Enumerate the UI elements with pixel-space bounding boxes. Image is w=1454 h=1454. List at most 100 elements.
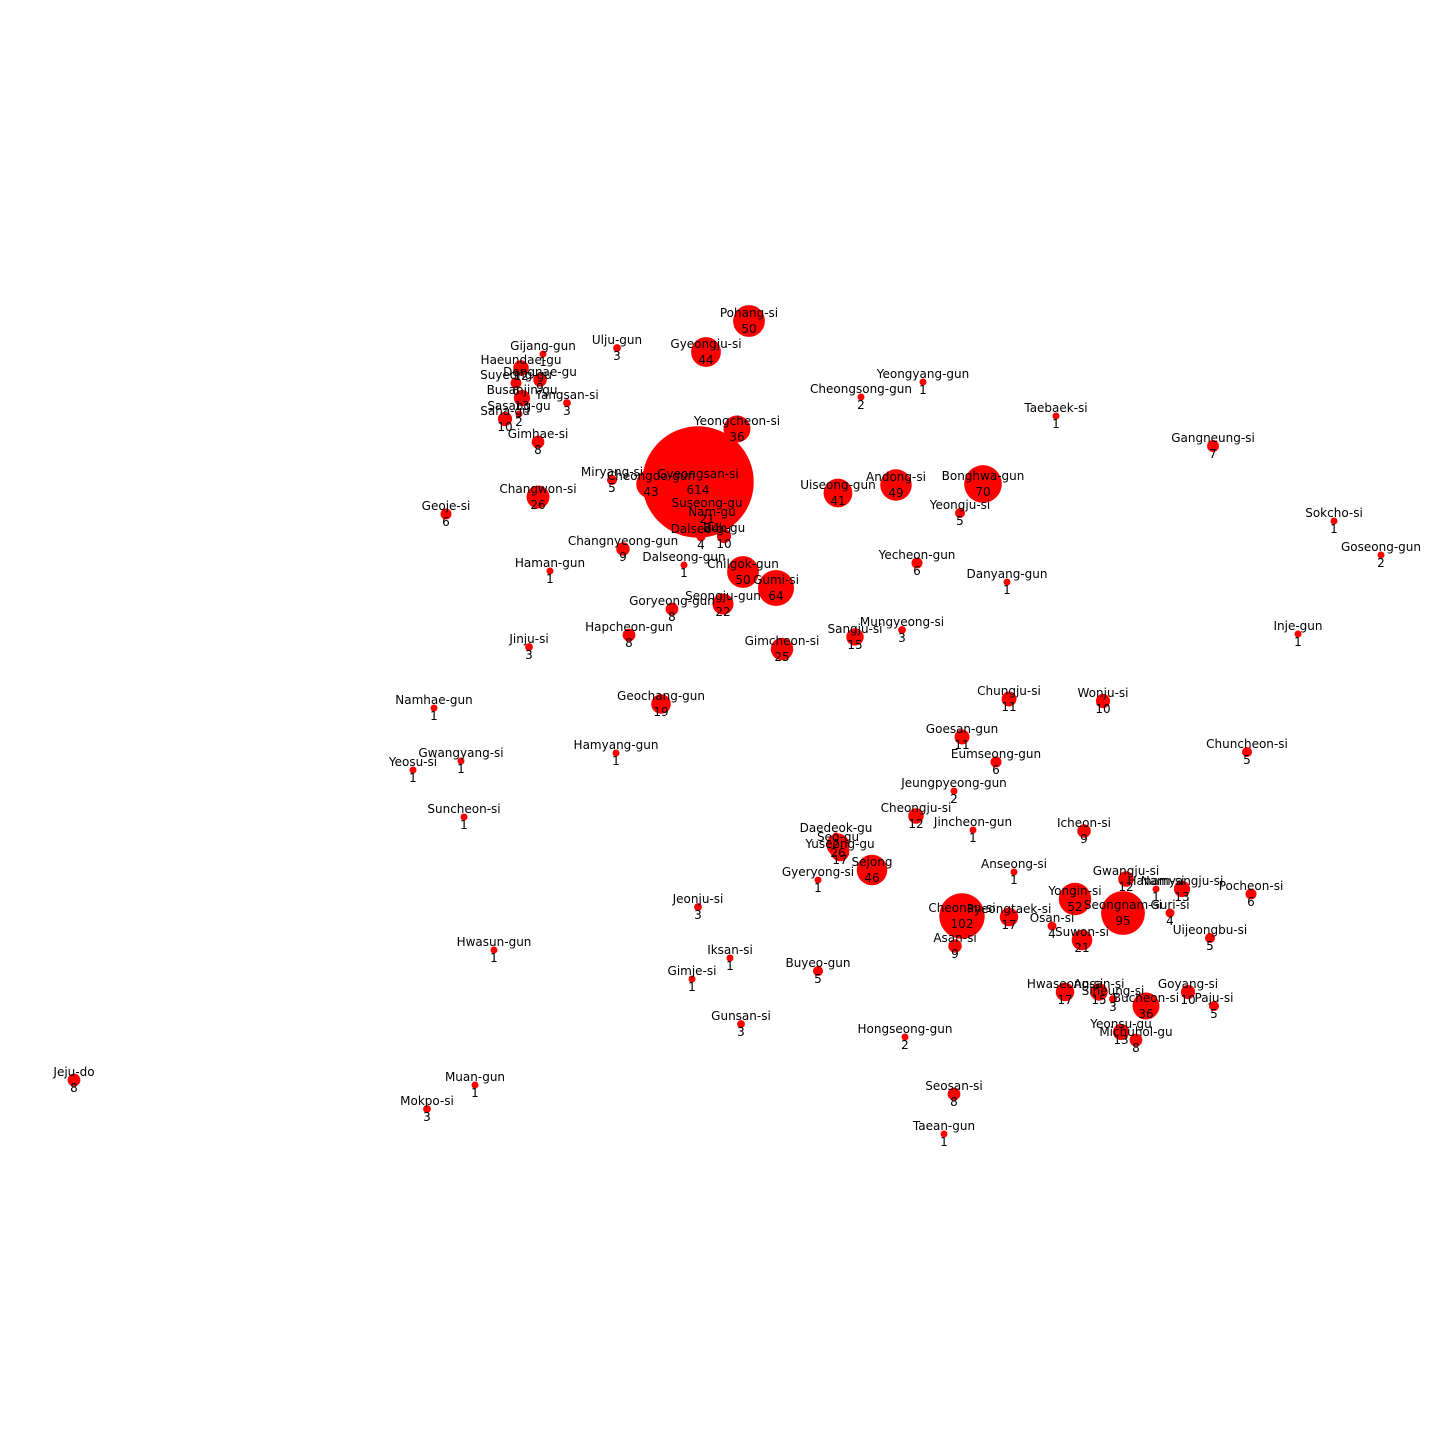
label-name-gijang-gun: Gijang-gun <box>510 339 576 353</box>
bubble-yangsan-si <box>563 399 571 407</box>
label-name-mokpo-si: Mokpo-si <box>400 1094 454 1108</box>
label-name-gangneung-si: Gangneung-si <box>1171 431 1255 445</box>
label-count-anseong-si: 1 <box>1010 873 1018 887</box>
label-name-cheongsong-gun: Cheongsong-gun <box>810 382 912 396</box>
label-name-changwon-si: Changwon-si <box>499 482 576 496</box>
bubble-iksan-si <box>726 954 734 962</box>
label-name-jeju-do: Jeju-do <box>52 1065 94 1079</box>
bubble-cheongdo-gun <box>636 469 666 499</box>
bubble-hamyang-gun <box>612 749 620 757</box>
label-name-chuncheon-si: Chuncheon-si <box>1206 737 1288 751</box>
label-name-goyang-si: Goyang-si <box>1158 977 1218 991</box>
label-name-gyeryong-si: Gyeryong-si <box>782 865 854 879</box>
label-name-andong-si: Andong-si <box>866 470 926 484</box>
label-count-seongju-gun: 22 <box>715 605 730 619</box>
label-name-namyangju-si: Namyangju-si <box>1141 874 1224 888</box>
bubble-cheonan-si <box>939 893 985 939</box>
bubble-sokcho-si <box>1330 517 1338 525</box>
label-count-seosan-si: 8 <box>950 1095 958 1109</box>
label-name-saha-gu: Saha-gu <box>480 404 529 418</box>
bubble-bucheon-si <box>1132 992 1160 1020</box>
bubble-gangneung-si <box>1207 440 1219 452</box>
label-name-yuseong-gu: Yuseong-gu <box>804 837 874 851</box>
label-name-taean-gun: Taean-gun <box>912 1119 975 1133</box>
label-count-sejong: 46 <box>864 871 879 885</box>
bubble-goesan-gun <box>954 729 970 745</box>
label-count-sangju-si: 15 <box>847 638 862 652</box>
label-count-cheongsong-gun: 2 <box>857 398 865 412</box>
bubble-sangju-si <box>846 628 864 646</box>
label-count-gimhae-si: 8 <box>534 443 542 457</box>
label-count-mungyeong-si: 3 <box>898 631 906 645</box>
label-count-yeonsu-gu: 13 <box>1113 1033 1128 1047</box>
bubble-uijeongbu-si <box>1204 932 1216 944</box>
bubble-geochang-gun <box>651 694 671 714</box>
label-count-pocheon-si: 6 <box>1247 895 1255 909</box>
label-count-muan-gun: 1 <box>471 1086 479 1100</box>
label-count-gyeryong-si: 1 <box>814 881 822 895</box>
label-count-dalseong-gun: 1 <box>680 566 688 580</box>
bubble-siheung-si <box>1109 995 1117 1003</box>
label-name-uijeongbu-si: Uijeongbu-si <box>1173 923 1248 937</box>
bubble-suncheon-si <box>460 813 468 821</box>
label-name-buyeo-gun: Buyeo-gun <box>785 956 850 970</box>
label-count-gwangyang-si: 1 <box>457 762 465 776</box>
label-name-yecheon-gun: Yecheon-gun <box>878 548 956 562</box>
bubble-icheon-si <box>1077 824 1091 838</box>
label-name-dalseo-gu: Dalseo-gu <box>671 522 732 536</box>
label-name-pohang-si: Pohang-si <box>720 306 778 320</box>
bubble-hapcheon-gun <box>622 628 636 642</box>
label-count-geochang-gun: 19 <box>653 705 668 719</box>
bubble-busanjin-gu <box>513 389 531 407</box>
label-name-gumi-si: Gumi-si <box>753 573 799 587</box>
label-count-paju-si: 5 <box>1210 1007 1218 1021</box>
label-name-haman-gun: Haman-gun <box>515 556 585 570</box>
label-count-seo-gu: 26 <box>830 846 845 860</box>
bubble-paju-si <box>1208 1000 1220 1012</box>
label-name-suseong-gu: Suseong-gu <box>672 496 743 510</box>
bubble-namhae-gun <box>430 704 438 712</box>
label-count-osan-si: 4 <box>1048 927 1056 941</box>
label-name-sangju-si: Sangju-si <box>827 622 882 636</box>
label-count-gyeongsan-si: 614 <box>687 483 710 497</box>
bubble-miryang-si <box>606 474 618 486</box>
label-count-gangneung-si: 7 <box>1209 447 1217 461</box>
label-count-saha-gu: 10 <box>497 420 512 434</box>
bubble-gumi-si <box>758 570 794 606</box>
label-name-taebaek-si: Taebaek-si <box>1023 401 1087 415</box>
label-name-cheonan-si: Cheonan-si <box>928 901 995 915</box>
label-count-chungju-si: 11 <box>1001 700 1016 714</box>
label-count-jincheon-gun: 1 <box>969 831 977 845</box>
bubble-guri-si <box>1165 908 1175 918</box>
label-count-ansan-si: 15 <box>1091 993 1106 1007</box>
bubble-gimcheon-si <box>770 637 794 661</box>
label-count-pohang-si: 50 <box>741 322 756 336</box>
bubble-gimhae-si <box>531 435 545 449</box>
label-name-ansan-si: Ansan-si <box>1074 977 1125 991</box>
bubble-jeonju-si <box>694 903 702 911</box>
label-name-sasang-gu: Sasang-gu <box>487 399 550 413</box>
bubble-pocheon-si <box>1245 888 1257 900</box>
bubble-taean-gun <box>940 1130 948 1138</box>
label-count-jeju-do: 8 <box>70 1081 78 1095</box>
label-count-namyangju-si: 13 <box>1174 890 1189 904</box>
bubble-andong-si <box>880 469 912 501</box>
bubble-inje-gun <box>1294 630 1302 638</box>
label-count-bucheon-si: 36 <box>1138 1007 1153 1021</box>
bubble-cheongju-si <box>908 808 924 824</box>
label-name-cheongju-si: Cheongju-si <box>881 801 952 815</box>
label-name-cheongdo-gun: Cheongdo-gun <box>607 469 695 483</box>
label-name-mungyeong-si: Mungyeong-si <box>860 615 944 629</box>
bubble-hwasun-gun <box>490 946 498 954</box>
label-name-daedeok-gu: Daedeok-gu <box>800 821 873 835</box>
label-name-yongin-si: Yongin-si <box>1047 884 1101 898</box>
label-name-geoje-si: Geoje-si <box>422 499 471 513</box>
label-name-seongnam-si: Seongnam-si <box>1084 898 1162 912</box>
label-count-goesan-gun: 11 <box>954 738 969 752</box>
label-name-changnyeong-gun: Changnyeong-gun <box>568 534 678 548</box>
label-name-paju-si: Paju-si <box>1195 991 1234 1005</box>
bubble-mokpo-si <box>423 1105 431 1113</box>
bubble-pyeongtaek-si <box>999 907 1019 927</box>
label-name-bucheon-si: Bucheon-si <box>1113 991 1179 1005</box>
bubble-michuhol-gu <box>1129 1033 1143 1047</box>
